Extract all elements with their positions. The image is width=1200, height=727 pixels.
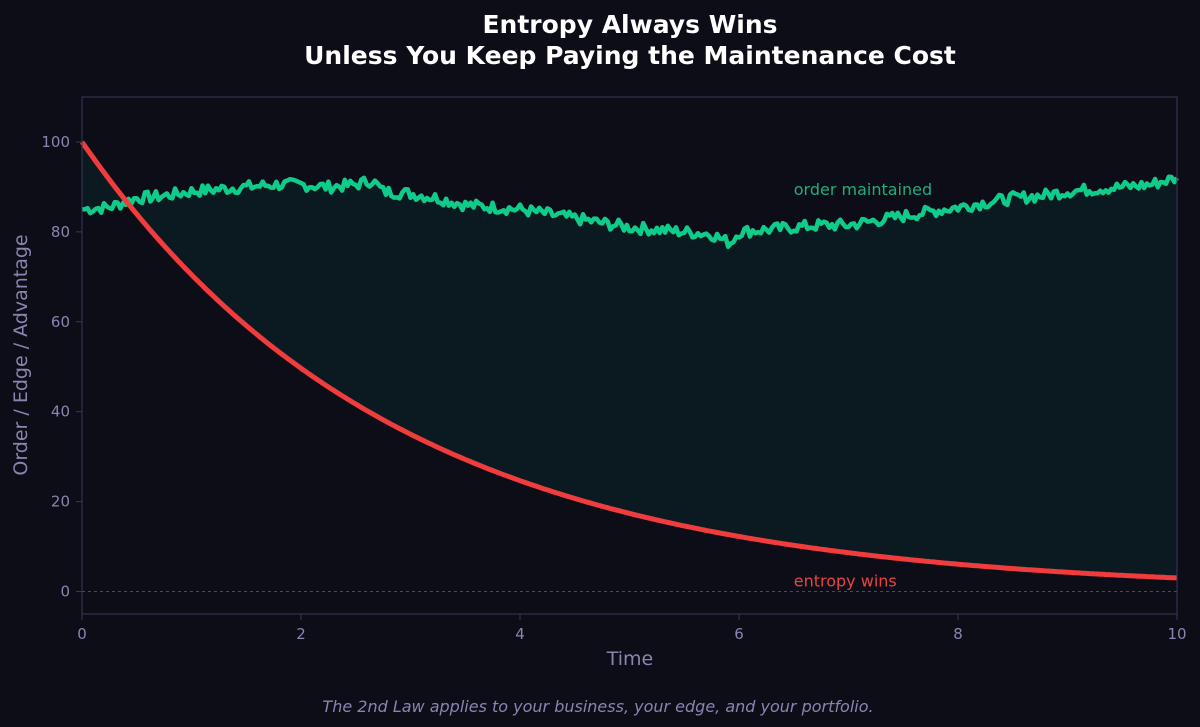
x-axis-label: Time [606, 648, 654, 670]
x-tick-label: 4 [515, 625, 525, 643]
x-tick-label: 8 [953, 625, 963, 643]
series-line-order-maintained [81, 174, 1179, 249]
chart-title-line-2: Unless You Keep Paying the Maintenance C… [304, 41, 956, 70]
x-tick-label: 6 [734, 625, 744, 643]
axes-frame [81, 96, 1178, 615]
series-line-entropy-wins [79, 140, 1178, 581]
plot-area [79, 96, 1179, 615]
y-axis: 0 20 40 60 80 100 [41, 133, 82, 601]
chart-title-line-1: Entropy Always Wins [482, 10, 777, 39]
y-tick-label: 80 [51, 223, 70, 241]
order-entropy-gap-fill [82, 142, 1177, 578]
chart-caption: The 2nd Law applies to your business, yo… [322, 697, 873, 716]
annotation-entropy-wins: entropy wins [794, 571, 897, 590]
annotation-order-maintained: order maintained [794, 180, 932, 199]
x-tick-label: 10 [1167, 625, 1186, 643]
y-tick-label: 0 [60, 583, 70, 601]
y-tick-label: 40 [51, 403, 70, 421]
x-tick-label: 0 [77, 625, 87, 643]
y-tick-label: 100 [41, 133, 70, 151]
y-tick-label: 20 [51, 493, 70, 511]
x-tick-label: 2 [296, 625, 306, 643]
y-axis-label: Order / Edge / Advantage [10, 234, 32, 475]
x-axis: 0 2 4 6 8 10 [77, 614, 1187, 643]
y-tick-label: 60 [51, 313, 70, 331]
